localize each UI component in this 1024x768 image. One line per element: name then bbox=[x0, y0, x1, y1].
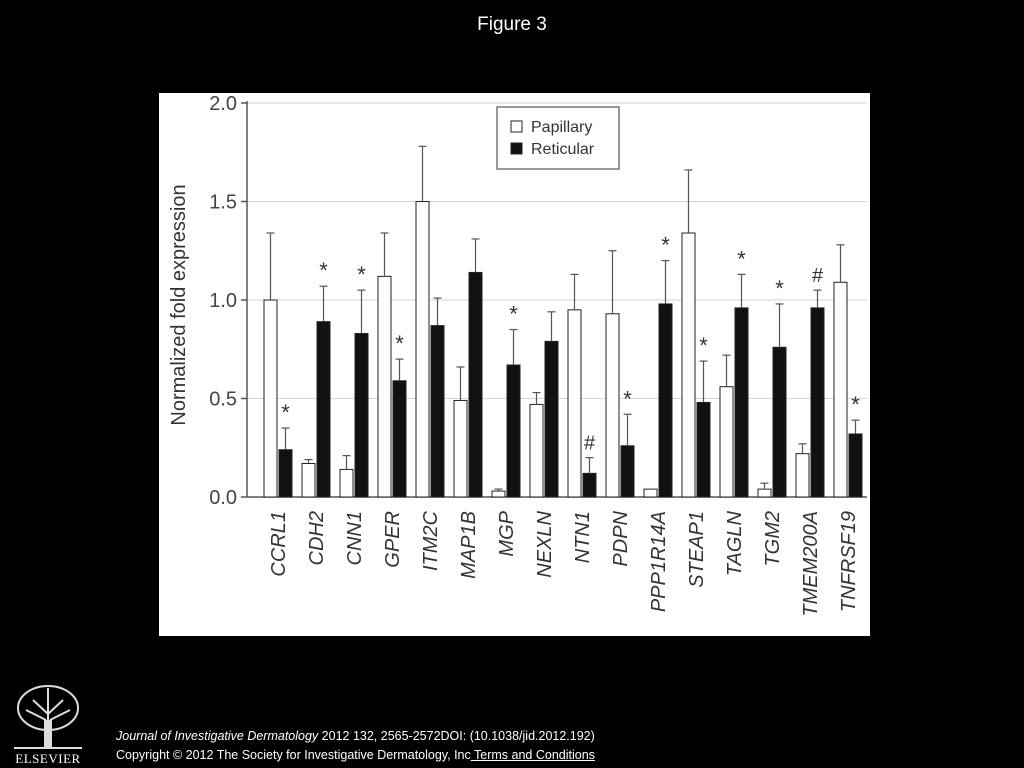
bar-reticular bbox=[468, 271, 483, 498]
bar-reticular bbox=[696, 401, 711, 498]
bar-reticular bbox=[506, 364, 521, 498]
bar-reticular bbox=[544, 340, 559, 498]
x-tick-label: TAGLN bbox=[724, 510, 746, 576]
bar-papillary bbox=[833, 281, 848, 498]
significance-marker: * bbox=[775, 276, 784, 301]
bar-papillary bbox=[377, 275, 392, 498]
bar-papillary bbox=[719, 386, 734, 498]
significance-marker: # bbox=[812, 265, 824, 287]
logo-text: ELSEVIER bbox=[15, 751, 81, 766]
y-tick-label: 0.5 bbox=[209, 389, 237, 411]
x-tick-label: TGM2 bbox=[762, 511, 784, 567]
y-tick-label: 0.0 bbox=[209, 487, 237, 509]
bar-papillary bbox=[529, 403, 544, 498]
significance-marker: * bbox=[357, 262, 366, 287]
bar-reticular bbox=[354, 332, 369, 498]
legend-box bbox=[496, 106, 620, 170]
legend-swatch bbox=[510, 120, 523, 133]
citation-details: 2012 132, 2565-2572DOI: (10.1038/jid.201… bbox=[318, 729, 595, 743]
legend-label: Papillary bbox=[531, 119, 592, 136]
significance-marker: * bbox=[319, 258, 328, 283]
x-tick-label: CNN1 bbox=[344, 511, 366, 565]
x-tick-label: CDH2 bbox=[306, 511, 328, 565]
citation-line: Journal of Investigative Dermatology 201… bbox=[116, 727, 595, 746]
citation-footer: Journal of Investigative Dermatology 201… bbox=[116, 727, 595, 765]
bar-papillary bbox=[263, 299, 278, 498]
bar-papillary bbox=[301, 463, 316, 498]
x-tick-label: STEAP1 bbox=[686, 511, 708, 588]
y-tick-label: 1.5 bbox=[209, 192, 237, 214]
chart-panel: 0.0 0.5 1.0 1.5 2.0 Normalized fold expressio… bbox=[159, 93, 870, 636]
legend-swatch bbox=[510, 142, 523, 155]
y-axis-label: Normalized fold expression bbox=[168, 184, 190, 425]
significance-marker: * bbox=[509, 302, 518, 327]
x-tick-label: MAP1B bbox=[458, 511, 480, 579]
x-tick-label: PPP1R14A bbox=[648, 511, 670, 612]
bar-reticular bbox=[772, 346, 787, 498]
bar-papillary bbox=[643, 488, 658, 498]
x-tick-label: NEXLN bbox=[534, 510, 556, 577]
tree-icon bbox=[14, 685, 82, 749]
bar-papillary bbox=[605, 313, 620, 498]
x-tick-label: GPER bbox=[382, 511, 404, 568]
bar-papillary bbox=[795, 453, 810, 498]
x-tick-label: ITM2C bbox=[420, 510, 442, 571]
x-tick-label: TMEM200A bbox=[800, 511, 822, 617]
bar-papillary bbox=[491, 490, 506, 498]
journal-name: Journal of Investigative Dermatology bbox=[116, 729, 319, 743]
bar-papillary bbox=[757, 488, 772, 498]
bar-papillary bbox=[567, 309, 582, 498]
copyright-text: Copyright © 2012 The Society for Investi… bbox=[116, 748, 471, 762]
bar-chart: 0.0 0.5 1.0 1.5 2.0 Normalized fold expressio… bbox=[168, 93, 867, 617]
bar-papillary bbox=[453, 399, 468, 498]
bar-reticular bbox=[734, 307, 749, 498]
legend-label: Reticular bbox=[531, 141, 595, 158]
x-tick-label: NTN1 bbox=[572, 511, 594, 563]
x-tick-label: PDPN bbox=[610, 510, 632, 566]
bar-reticular bbox=[620, 445, 635, 498]
y-tick-label: 2.0 bbox=[209, 93, 237, 115]
bar-reticular bbox=[316, 321, 331, 498]
bar-reticular bbox=[278, 449, 293, 498]
bar-papillary bbox=[339, 468, 354, 498]
terms-link[interactable]: Terms and Conditions bbox=[470, 748, 595, 762]
x-tick-label: TNFRSF19 bbox=[838, 511, 860, 612]
bar-reticular bbox=[810, 307, 825, 498]
y-tick-label: 1.0 bbox=[209, 290, 237, 312]
bar-papillary bbox=[681, 232, 696, 498]
significance-marker: * bbox=[623, 386, 632, 411]
bar-papillary bbox=[415, 201, 430, 498]
significance-marker: # bbox=[584, 433, 596, 455]
significance-marker: * bbox=[699, 333, 708, 358]
bar-reticular bbox=[582, 472, 597, 498]
copyright-line: Copyright © 2012 The Society for Investi… bbox=[116, 746, 595, 765]
figure-title: Figure 3 bbox=[477, 14, 547, 35]
bar-reticular bbox=[430, 325, 445, 498]
bar-reticular bbox=[848, 433, 863, 498]
elsevier-logo: ELSEVIER bbox=[8, 680, 88, 766]
significance-marker: * bbox=[395, 331, 404, 356]
significance-marker: * bbox=[737, 246, 746, 271]
bar-reticular bbox=[658, 303, 673, 498]
significance-marker: * bbox=[851, 392, 860, 417]
x-tick-label: CCRL1 bbox=[268, 511, 290, 577]
significance-marker: * bbox=[281, 400, 290, 425]
bar-reticular bbox=[392, 380, 407, 498]
x-tick-label: MGP bbox=[496, 510, 518, 556]
significance-marker: * bbox=[661, 233, 670, 258]
